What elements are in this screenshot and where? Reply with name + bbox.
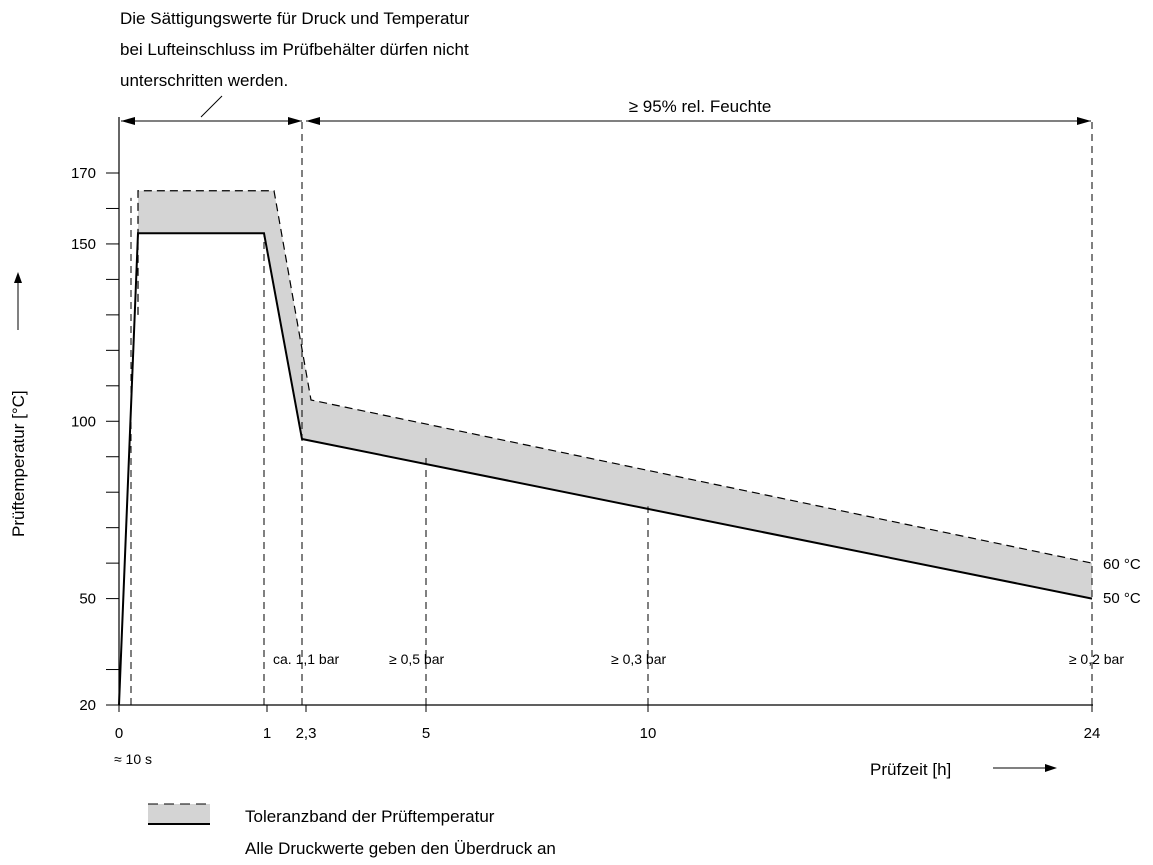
pressure-label-layer: ca. 1,1 bar ≥ 0,5 bar ≥ 0,3 bar ≥ 0,2 bar [273, 651, 1124, 667]
pressure-label-3: ≥ 0,2 bar [1069, 651, 1124, 667]
annotation-line-1: Die Sättigungswerte für Druck und Temper… [120, 9, 470, 28]
y-tick-label-170: 170 [71, 165, 96, 182]
annotation-leader [200, 95, 223, 118]
annotation-line-2: bei Lufteinschluss im Prüfbehälter dürfe… [120, 40, 469, 59]
legend-note: Alle Druckwerte geben den Überdruck an [245, 839, 556, 858]
humidity-arrow-right [1077, 117, 1091, 125]
x-tick-label-0: 0 [115, 725, 123, 742]
series-line-layer [118, 190, 1093, 706]
y-tick-layer: 20 50 100 150 170 [71, 165, 119, 714]
y-axis-title: Prüftemperatur [°C] [9, 390, 28, 537]
y-tick-label-50: 50 [79, 591, 96, 608]
tolerance-band-layer [138, 190, 1092, 599]
y-tick-label-20: 20 [79, 697, 96, 714]
legend-band-swatch [148, 804, 210, 824]
pressure-label-2: ≥ 0,3 bar [611, 651, 666, 667]
lower-end-label: 50 °C [1103, 590, 1141, 607]
x-axis-title: Prüfzeit [h] [870, 760, 951, 779]
x-tick-label-2,3: 2,3 [296, 725, 317, 742]
legend-band-label: Toleranzband der Prüftemperatur [245, 807, 495, 826]
x-tick-label-5: 5 [422, 725, 430, 742]
x-note-label: ≈ 10 s [114, 751, 152, 767]
x-tick-label-24: 24 [1084, 725, 1101, 742]
air-phase-arrow-left [121, 117, 135, 125]
lower-temperature-line [118, 232, 1093, 706]
annotation-line-3: unterschritten werden. [120, 71, 288, 90]
pressure-label-1: ≥ 0,5 bar [389, 651, 444, 667]
air-phase-arrow-right [288, 117, 302, 125]
x-axis-arrow-head [1045, 764, 1057, 772]
humidity-arrow-left [306, 117, 320, 125]
upper-tolerance-line [137, 190, 1093, 564]
tolerance-band [138, 190, 1092, 599]
vertical-marker-layer [130, 119, 1093, 705]
x-tick-layer: 0 1 2,3 5 10 24 ≈ 10 s [114, 705, 1100, 767]
x-tick-label-1: 1 [263, 725, 271, 742]
y-tick-label-150: 150 [71, 236, 96, 253]
humidity-label: ≥ 95% rel. Feuchte [629, 97, 772, 116]
y-tick-label-100: 100 [71, 413, 96, 430]
upper-end-label: 60 °C [1103, 556, 1141, 573]
x-tick-label-10: 10 [640, 725, 657, 742]
pressure-label-0: ca. 1,1 bar [273, 651, 339, 667]
y-axis-arrow-head [14, 272, 22, 283]
